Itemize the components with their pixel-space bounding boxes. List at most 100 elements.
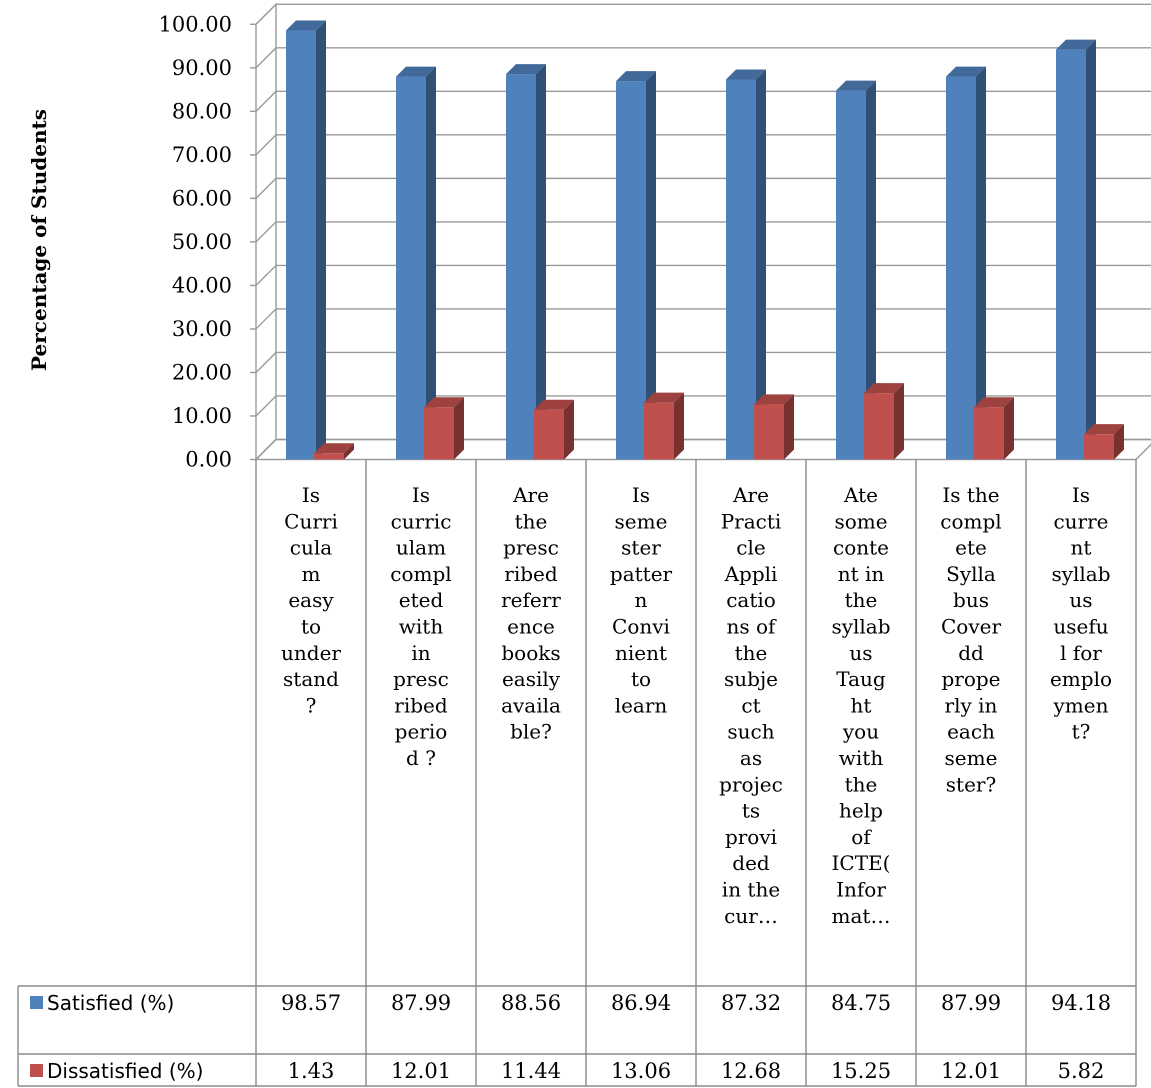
table-value: 11.44 [501, 1059, 561, 1083]
y-tick-label: 20.00 [172, 360, 232, 384]
category-label: ? [306, 693, 317, 717]
bar-satisfied [946, 66, 986, 460]
category-label: compl [390, 562, 451, 586]
category-label: Convi [612, 615, 670, 639]
bar-top [836, 80, 876, 91]
gridline [255, 47, 1151, 69]
bar-dissatisfied [644, 392, 684, 460]
category-label: such [727, 720, 774, 744]
category-label: syllab [1051, 562, 1110, 586]
category-label: us [1069, 588, 1092, 612]
bar-side [1114, 424, 1124, 460]
gridline [255, 177, 1151, 199]
bar-front [864, 393, 894, 460]
bar-side [756, 69, 766, 460]
bar-front [644, 402, 674, 460]
category-label: of [851, 825, 872, 849]
category-label: the [735, 641, 768, 665]
bar-front [534, 409, 564, 460]
bar-front [1056, 49, 1086, 460]
y-axis-title: Percentage of Students [27, 109, 51, 371]
bar-top [1084, 424, 1124, 435]
category-label: Curri [284, 509, 338, 533]
bar-front [286, 30, 316, 460]
category-label: ribed [504, 562, 558, 586]
bar-front [424, 407, 454, 460]
bar-side [1086, 39, 1096, 460]
category-label: dd [958, 641, 984, 665]
bar-front [754, 404, 784, 460]
table-value: 86.94 [611, 991, 671, 1015]
category-label: us [849, 641, 872, 665]
category-label: with [839, 746, 884, 770]
bar-side [866, 80, 876, 460]
bar-top [726, 69, 766, 80]
category-label: ts [742, 799, 760, 823]
category-label: the [845, 772, 878, 796]
data-table: Satisfied (%) 98.57 87.99 88.56 86.94 87.32 84… [17, 459, 1137, 1087]
category-label: Is the [942, 483, 999, 507]
category-label: as [740, 746, 762, 770]
category-label: Infor [836, 878, 886, 902]
category-label: ble? [510, 720, 552, 744]
category-label: patter [610, 562, 673, 586]
bar-satisfied [506, 64, 546, 460]
table-value: 87.99 [941, 991, 1001, 1015]
bar-top [864, 383, 904, 394]
bar-top [286, 20, 326, 31]
table-value: 1.43 [288, 1059, 335, 1083]
category-label: ct [741, 693, 760, 717]
bar-top [534, 399, 574, 410]
bar-dissatisfied [864, 383, 904, 460]
legend-label-dissatisfied: Dissatisfied (%) [47, 1059, 203, 1083]
y-tick-label: 80.00 [172, 99, 232, 123]
bar-satisfied [1056, 39, 1096, 460]
category-label: subje [724, 667, 778, 691]
category-label: ribed [394, 693, 448, 717]
category-label: Are [512, 483, 549, 507]
bar-front [396, 76, 426, 460]
table-value: 12.01 [391, 1059, 451, 1083]
category-label: Are [732, 483, 769, 507]
category-label: m [302, 562, 321, 586]
y-tick-label: 70.00 [172, 143, 232, 167]
bar-top [754, 394, 794, 405]
bar-top [314, 443, 354, 454]
bar-side [894, 383, 904, 460]
category-label: cle [736, 536, 765, 560]
bar-top [506, 64, 546, 75]
gridline [255, 308, 1151, 330]
category-label: conte [833, 536, 889, 560]
category-label: some [834, 509, 887, 533]
category-label: presc [393, 667, 449, 691]
table-value: 12.68 [721, 1059, 781, 1083]
category-label: curre [1053, 509, 1108, 533]
category-label: ster? [946, 772, 996, 796]
chart-walls [254, 2, 1151, 462]
category-label: presc [503, 536, 559, 560]
category-label: easily [502, 667, 561, 691]
category-label: ence [507, 615, 555, 639]
category-labels: IsCurriculameasytounderstand?Iscurricula… [281, 483, 1112, 928]
legend-swatch-satisfied [30, 996, 43, 1009]
bar-side [316, 20, 326, 460]
bar-front [836, 90, 866, 460]
bar-satisfied [286, 20, 326, 460]
category-label: n [635, 588, 648, 612]
category-label: Sylla [946, 562, 996, 586]
category-label: usefu [1053, 615, 1108, 639]
category-label: cula [290, 536, 332, 560]
category-label: each [947, 720, 995, 744]
category-label: Ate [843, 483, 878, 507]
gridline [255, 134, 1151, 156]
bar-dissatisfied [424, 397, 464, 460]
y-tick-label: 100.00 [159, 12, 232, 36]
bar-top [946, 66, 986, 77]
category-label: books [501, 641, 560, 665]
gridline [255, 3, 1151, 25]
category-label: Is [1072, 483, 1090, 507]
category-label: ht [851, 693, 872, 717]
bar-top [974, 397, 1014, 408]
category-label: ete [955, 536, 987, 560]
table-value: 88.56 [501, 991, 561, 1015]
